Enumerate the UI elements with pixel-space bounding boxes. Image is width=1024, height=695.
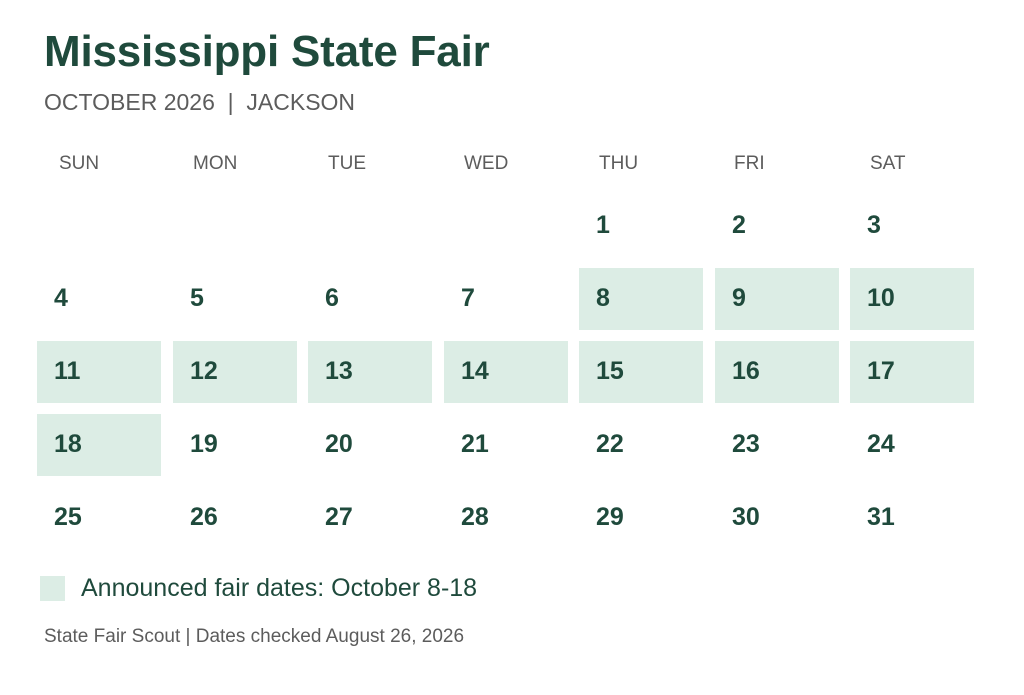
day-number: 3 [867,211,881,239]
weekday-tue: TUE [328,153,366,174]
calendar-day-28: 28 [444,487,568,549]
calendar-day-6: 6 [308,268,432,330]
calendar-day-22: 22 [579,414,703,476]
page-title: Mississippi State Fair [44,27,490,76]
calendar-day-13: 13 [308,341,432,403]
calendar-day-9: 9 [715,268,839,330]
day-number: 6 [325,284,339,312]
day-number: 13 [325,357,353,385]
day-number: 15 [596,357,624,385]
weekday-header-row: SUN MON TUE WED THU FRI SAT [37,150,974,178]
calendar-day-19: 19 [173,414,297,476]
day-number: 10 [867,284,895,312]
calendar-day-21: 21 [444,414,568,476]
calendar-day-20: 20 [308,414,432,476]
day-number: 2 [732,211,746,239]
day-number: 29 [596,503,624,531]
source-note: State Fair Scout | Dates checked August … [44,626,465,647]
legend-label: Announced fair dates: October 8-18 [81,574,478,602]
calendar-day-7: 7 [444,268,568,330]
day-number: 12 [190,357,218,385]
calendar-day-26: 26 [173,487,297,549]
day-number: 18 [54,430,82,458]
weekday-fri: FRI [734,153,765,174]
day-number: 20 [325,430,353,458]
day-number: 30 [732,503,760,531]
calendar-day-16: 16 [715,341,839,403]
day-number: 27 [325,503,353,531]
calendar-day-30: 30 [715,487,839,549]
calendar-day-15: 15 [579,341,703,403]
day-number: 4 [54,284,68,312]
calendar-day-11: 11 [37,341,161,403]
day-number: 11 [54,357,81,385]
day-number: 25 [54,503,82,531]
page-subtitle: OCTOBER 2026 | JACKSON [44,89,356,115]
calendar-grid: 1 2 3 4 5 6 7 8 9 10 11 12 13 14 15 16 17 18 19 20 21 22 23 24 2… [37,195,974,550]
calendar-day-23: 23 [715,414,839,476]
calendar-day-17: 17 [850,341,974,403]
calendar-day-2: 2 [715,195,839,257]
day-number: 16 [732,357,760,385]
calendar-day-24: 24 [850,414,974,476]
calendar-day-5: 5 [173,268,297,330]
legend-swatch [40,576,65,601]
day-number: 19 [190,430,218,458]
day-number: 8 [596,284,610,312]
calendar-day-1: 1 [579,195,703,257]
weekday-sat: SAT [870,153,906,174]
day-number: 9 [732,284,746,312]
weekday-thu: THU [599,153,639,174]
day-number: 7 [461,284,475,312]
day-number: 22 [596,430,624,458]
calendar-day-27: 27 [308,487,432,549]
calendar-day-31: 31 [850,487,974,549]
weekday-mon: MON [193,153,238,174]
calendar-day-4: 4 [37,268,161,330]
weekday-wed: WED [464,153,509,174]
calendar-day-14: 14 [444,341,568,403]
calendar-day-8: 8 [579,268,703,330]
calendar-day-3: 3 [850,195,974,257]
calendar-day-12: 12 [173,341,297,403]
calendar-day-25: 25 [37,487,161,549]
calendar-day-18: 18 [37,414,161,476]
day-number: 14 [461,357,489,385]
day-number: 1 [596,211,610,239]
day-number: 31 [867,503,895,531]
weekday-sun: SUN [59,153,100,174]
calendar-day-29: 29 [579,487,703,549]
day-number: 23 [732,430,760,458]
calendar-day-10: 10 [850,268,974,330]
day-number: 24 [867,430,895,458]
day-number: 28 [461,503,489,531]
day-number: 21 [461,430,489,458]
day-number: 26 [190,503,218,531]
day-number: 5 [190,284,204,312]
day-number: 17 [867,357,895,385]
